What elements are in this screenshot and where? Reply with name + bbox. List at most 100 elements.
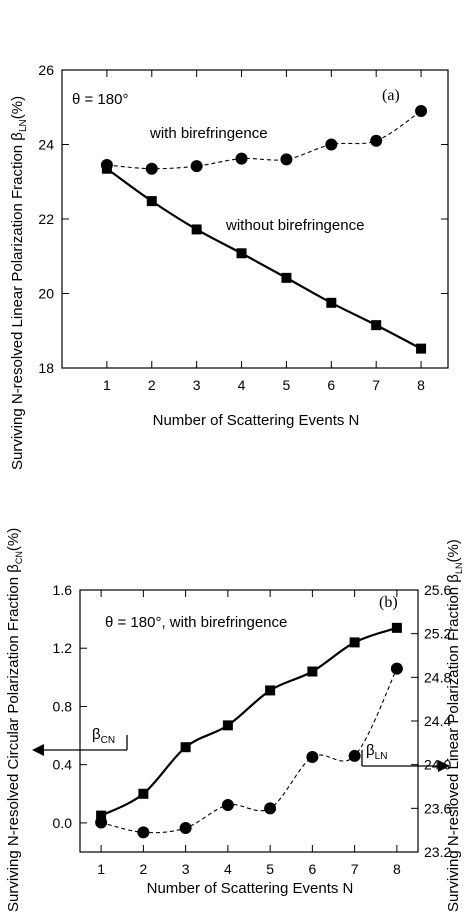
panel-b-series-0-point — [138, 788, 149, 799]
panel-b-left-y-axis-title-text: Surviving N-resolved Circular Polarizati… — [5, 564, 22, 912]
panel-b-right-y-tick-label: 25.6 — [424, 582, 451, 598]
panel-b-series-lines — [100, 626, 398, 834]
panel-b-series-1-point — [390, 662, 403, 675]
panel-b-series-0-point — [222, 720, 233, 731]
panel-b-y-tick-label: 1.6 — [53, 582, 73, 598]
panel-b-right-y-tick-label: 23.6 — [424, 800, 451, 816]
panel-b-series-1-point — [95, 816, 108, 829]
beta-cn-arrow-group: βCN — [32, 726, 128, 756]
panel-a-series-1-point — [371, 320, 382, 331]
panel-b-x-tick-label: 3 — [182, 861, 190, 877]
panel-b-label: (b) — [379, 594, 398, 611]
panel-a-x-tick-label: 4 — [238, 377, 246, 393]
panel-b-x-axis-title: Number of Scattering Events N — [147, 880, 354, 897]
panel-a-x-tick-label: 5 — [283, 377, 291, 393]
panel-b-x-tick-label: 8 — [393, 861, 401, 877]
panel-b-right-y-ticks: 23.223.624.024.424.825.225.6 — [411, 582, 451, 860]
panel-a-series-0-point — [370, 134, 383, 147]
beta-ln-label: βLN — [366, 742, 387, 762]
panel-a-series-1-point — [416, 343, 427, 354]
panel-b-left-y-axis-title: Surviving N-resolved Circular Polarizati… — [5, 528, 24, 912]
panel-a-y-axis-title: Surviving N-resolved Linear Polarization… — [9, 96, 29, 470]
panel-a-series-1-point — [326, 297, 337, 308]
panel-b-right-y-tick-label: 23.2 — [424, 844, 451, 860]
panel-b-series-0-point — [96, 810, 107, 821]
panel-a-y-axis-title-text: Surviving N-resolved Linear Polarization… — [9, 132, 26, 470]
panel-a-angle-annotation: θ = 180° — [72, 91, 128, 108]
panel-b-series-1-point — [179, 821, 192, 834]
panel-b-x-tick-label: 4 — [224, 861, 232, 877]
panel-a-series-0-point — [325, 138, 338, 151]
panel-b-x-ticks: 1 2 3 4 5 6 7 8 — [97, 590, 401, 877]
panel-a-x-tick-label: 1 — [103, 377, 111, 393]
panel-b-series-1-point — [221, 799, 234, 812]
panel-a-x-tick-label: 2 — [148, 377, 156, 393]
panel-b-right-y-tick-label: 24.8 — [424, 669, 451, 685]
panel-a-y-axis-title-suffix: (%) — [9, 96, 26, 119]
panel-b-left-y-ticks: 0.0 0.4 0.8 1.2 1.6 — [53, 582, 87, 831]
panel-b-series-0-point — [265, 685, 276, 696]
panel-a-y-ticks: 18 20 22 24 26 — [38, 62, 448, 376]
arrow-right-icon — [438, 760, 450, 772]
panel-b-y-tick-label: 0.0 — [53, 815, 73, 831]
panel-b-series-1-point — [306, 751, 319, 764]
panel-a-y-tick-label: 26 — [38, 62, 54, 78]
panel-b-left-y-axis-title-sub: CN — [14, 551, 24, 564]
panel-a: 1 2 3 4 5 6 7 8 18 20 22 24 26 (a) θ = 180° with bi… — [9, 62, 449, 470]
panel-a-series-1-point — [236, 248, 247, 259]
panel-b-y-tick-label: 1.2 — [53, 640, 73, 656]
arrow-left-icon — [32, 744, 44, 756]
panel-a-y-tick-label: 24 — [38, 137, 54, 153]
panel-a-series-0-point — [415, 104, 428, 117]
panel-a-x-tick-label: 8 — [417, 377, 425, 393]
panel-b-series-0-point — [307, 666, 318, 677]
panel-b-right-y-axis-title-suffix: (%) — [445, 539, 462, 562]
panel-b-right-y-axis-title-text: Surviving N-resloved Linear Polarization… — [445, 574, 462, 912]
panel-a-series-1-point — [101, 163, 112, 174]
panel-a-series-0-point — [235, 152, 248, 165]
panel-b-markers — [95, 622, 403, 839]
panel-b-x-tick-label: 2 — [139, 861, 147, 877]
panel-b-series-1-point — [264, 802, 277, 815]
panel-a-x-axis-title: Number of Scattering Events N — [153, 412, 360, 429]
panel-b-series-1-point — [348, 749, 361, 762]
panel-b-right-y-axis-title-sub: LN — [454, 563, 464, 575]
panel-b-series-0-line — [100, 626, 398, 817]
panel-a-series-0-point — [280, 153, 293, 166]
panel-a-series-1-point — [146, 196, 157, 207]
beta-ln-symbol: β — [366, 742, 375, 759]
panel-b-series-1-point — [137, 826, 150, 839]
panel-a-label: (a) — [382, 87, 400, 104]
panel-b-right-y-axis-title: Surviving N-resloved Linear Polarization… — [445, 539, 464, 912]
panel-b-x-tick-label: 5 — [266, 861, 274, 877]
panel-b-y-tick-label: 0.8 — [53, 698, 73, 714]
panel-a-y-tick-label: 22 — [38, 211, 54, 227]
panel-b-left-y-axis-title-suffix: (%) — [5, 528, 22, 551]
series-label-with-birefringence: with birefringence — [149, 125, 268, 142]
panel-a-series-1-point — [191, 224, 202, 235]
panel-a-markers — [100, 104, 428, 354]
panel-a-x-tick-label: 3 — [193, 377, 201, 393]
panel-a-y-tick-label: 18 — [38, 360, 54, 376]
panel-b-series-0-point — [349, 637, 360, 648]
beta-ln-arrow-group: βLN — [361, 742, 450, 772]
panel-a-series-0-point — [190, 160, 203, 173]
panel-a-x-tick-label: 7 — [372, 377, 380, 393]
panel-b-series-0-point — [391, 622, 402, 633]
panel-b-series-0-point — [180, 742, 191, 753]
beta-ln-sub: LN — [375, 751, 388, 762]
series-label-without-birefringence: without birefringence — [225, 217, 364, 234]
panel-b-angle-annotation: θ = 180°, with birefringence — [105, 614, 287, 631]
panel-a-series-1-point — [281, 272, 292, 283]
panel-a-x-tick-label: 6 — [327, 377, 335, 393]
panel-b-right-y-tick-label: 24.4 — [424, 713, 451, 729]
panel-b-x-tick-label: 1 — [97, 861, 105, 877]
panel-b-x-tick-label: 7 — [351, 861, 359, 877]
beta-cn-label: βCN — [92, 726, 115, 746]
panel-a-y-tick-label: 20 — [38, 286, 54, 302]
beta-cn-sub: CN — [101, 735, 115, 746]
panel-a-x-ticks: 1 2 3 4 5 6 7 8 — [103, 70, 425, 393]
panel-a-series-0-point — [145, 162, 158, 175]
panel-a-y-axis-title-sub: LN — [18, 119, 29, 132]
